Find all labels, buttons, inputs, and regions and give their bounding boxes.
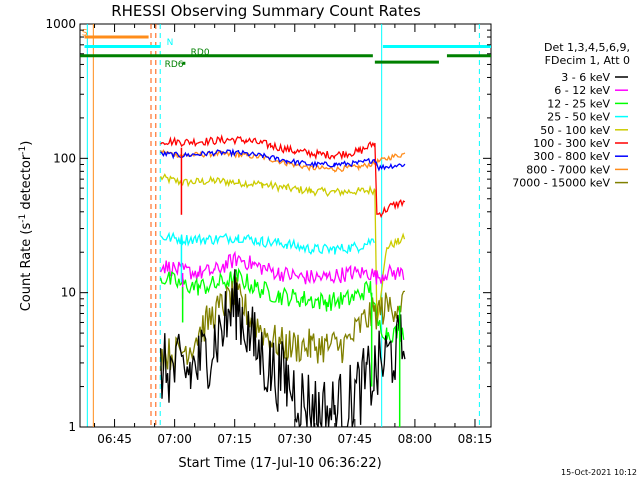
legend-entry-label: 100 - 300 keV [533,137,610,150]
legend-entry-label: 25 - 50 keV [547,111,610,124]
x-tick-label: 07:00 [157,432,192,446]
legend-entry-label: 12 - 25 keV [547,97,610,110]
plot-frame [79,23,492,428]
legend-entry-label: 3 - 6 keV [561,71,610,84]
series-line [159,276,406,371]
y-axis-label-part: -1 [18,214,28,223]
footer-timestamp: 15-Oct-2021 10:12 [561,468,637,477]
legend: Det 1,3,4,5,6,9,FDecim 1, Att 0 3 - 6 keV… [512,41,630,190]
legend-entry-label: 7000 - 15000 keV [512,177,610,190]
legend-entry-label: 6 - 12 keV [554,84,610,97]
y-tick-label: 1000 [45,17,76,31]
series-line [160,134,406,219]
y-axis-label-part: detector [19,154,34,214]
y-axis-label: Count Rate (s-1 detector-1) [18,141,34,312]
x-tick-label: 08:00 [398,432,433,446]
series-line [160,231,375,255]
status-label: N [167,38,174,48]
legend-header: Det 1,3,4,5,6,9, [544,41,630,54]
x-axis: 06:45 07:00 07:15 07:30 07:45 08:00 08:15 [94,24,493,446]
x-tick-label: 08:15 [458,432,493,446]
y-axis-label-part: ) [19,141,34,146]
y-tick-label: 10 [61,286,76,300]
x-tick-label: 06:45 [97,432,132,446]
chart-title: RHESSI Observing Summary Count Rates [111,2,421,20]
series-line [160,147,406,172]
status-marker [182,61,186,65]
x-tick-label: 07:15 [217,432,252,446]
y-axis: 1 10 100 1000 [45,17,491,434]
series-line [159,269,406,427]
y-axis-label-part: -1 [18,146,28,155]
series-line [159,267,405,343]
legend-entry-label: 50 - 100 keV [540,124,610,137]
status-label: RD6 [165,60,184,70]
y-tick-label: 1 [68,420,76,434]
legend-header: FDecim 1, Att 0 [545,54,630,67]
x-tick-label: 07:45 [338,432,373,446]
legend-entry-label: 800 - 7000 keV [526,163,610,176]
y-axis-label-part: Count Rate (s [19,223,34,312]
series-line [160,149,406,173]
series-line [160,250,405,285]
series-line [160,173,406,324]
legend-entry-label: 300 - 800 keV [533,150,610,163]
x-axis-label: Start Time (17-Jul-10 06:36:22) [178,456,381,471]
x-tick-label: 07:30 [277,432,312,446]
y-tick-label: 100 [53,151,76,165]
status-label: S [82,29,88,39]
status-label: RD0 [191,48,210,58]
